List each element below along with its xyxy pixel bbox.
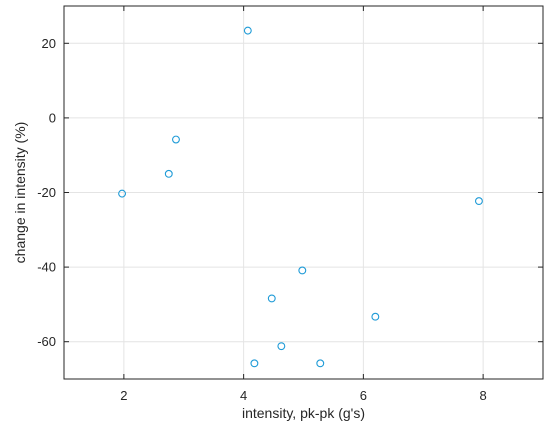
y-tick-label: -40 xyxy=(37,260,56,275)
data-point xyxy=(164,169,173,178)
y-tick-label: 20 xyxy=(42,36,56,51)
data-point xyxy=(277,342,286,351)
x-tick-labels: 2 4 6 8 xyxy=(120,388,486,403)
x-tick-label: 2 xyxy=(120,388,127,403)
x-axis-label: intensity, pk-pk (g's) xyxy=(242,405,365,421)
y-axis-label: change in intensity (%) xyxy=(12,122,28,264)
grid-lines xyxy=(64,6,543,379)
data-point xyxy=(172,135,180,144)
y-tick-label: -20 xyxy=(37,185,56,200)
data-point xyxy=(316,359,325,368)
data-point xyxy=(298,266,307,275)
data-points xyxy=(118,26,483,368)
y-tick-label: 0 xyxy=(49,110,56,125)
x-tick-label: 6 xyxy=(360,388,367,403)
x-tick-label: 8 xyxy=(480,388,487,403)
data-point xyxy=(371,312,380,321)
axis-ticks xyxy=(64,6,543,379)
x-tick-label: 4 xyxy=(240,388,247,403)
data-point xyxy=(243,26,252,35)
data-point xyxy=(267,294,276,303)
data-point xyxy=(118,189,127,198)
data-point xyxy=(250,359,259,368)
y-tick-labels: 20 0 -20 -40 -60 xyxy=(37,36,56,349)
y-tick-label: -60 xyxy=(37,334,56,349)
data-point xyxy=(474,197,483,206)
